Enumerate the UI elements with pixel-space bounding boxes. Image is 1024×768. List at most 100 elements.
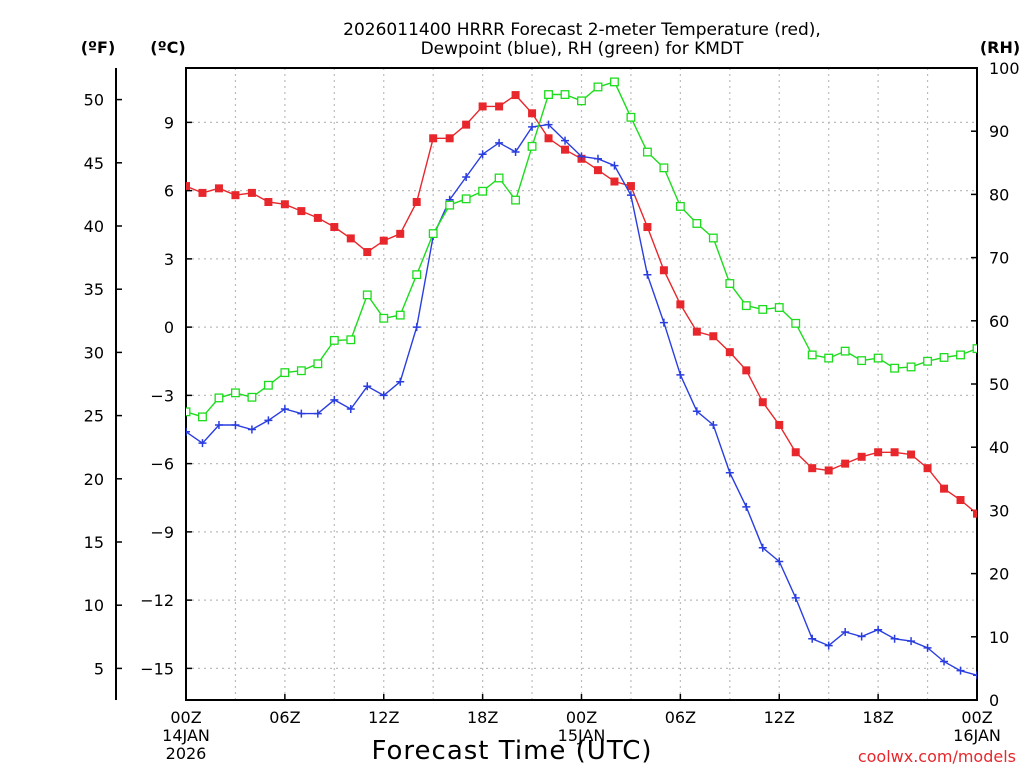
data-point-temperature <box>412 197 421 206</box>
data-point-dewpoint <box>626 191 635 200</box>
data-point-temperature <box>462 120 471 129</box>
data-point-rh <box>395 310 405 320</box>
data-point-temperature <box>725 348 734 357</box>
data-point-dewpoint <box>742 502 751 511</box>
data-point-temperature <box>659 266 668 275</box>
celsius-tick-label: −9 <box>150 523 174 542</box>
data-point-temperature <box>841 459 850 468</box>
fahrenheit-tick-label: 15 <box>84 533 104 552</box>
data-point-temperature <box>610 177 619 186</box>
unit-label-celsius: (ºC) <box>150 38 185 57</box>
data-point-rh <box>626 112 636 122</box>
data-point-rh <box>230 388 240 398</box>
data-point-dewpoint <box>923 643 932 652</box>
data-point-rh <box>972 344 977 354</box>
fahrenheit-tick-label: 35 <box>84 280 104 299</box>
x-axis-label: Forecast Time (UTC) <box>371 736 652 766</box>
data-point-rh <box>840 346 850 356</box>
data-point-dewpoint <box>495 138 504 147</box>
data-point-dewpoint <box>511 147 520 156</box>
data-point-dewpoint <box>297 409 306 418</box>
data-point-temperature <box>890 448 899 457</box>
data-point-rh <box>906 362 916 372</box>
data-point-dewpoint <box>808 634 817 643</box>
data-point-dewpoint <box>791 593 800 602</box>
data-point-dewpoint <box>973 671 977 680</box>
data-point-dewpoint <box>412 323 421 332</box>
data-point-dewpoint <box>396 377 405 386</box>
x-tick-date-label: 14JAN <box>162 726 210 745</box>
data-point-rh <box>741 301 751 311</box>
data-point-dewpoint <box>346 405 355 414</box>
data-point-temperature <box>643 223 652 232</box>
data-point-dewpoint <box>874 625 883 634</box>
data-point-temperature <box>775 420 784 429</box>
data-point-dewpoint <box>313 409 322 418</box>
data-point-temperature <box>186 182 190 191</box>
rh-tick-label: 50 <box>989 375 1009 394</box>
data-point-temperature <box>445 134 454 143</box>
celsius-tick-label: −15 <box>140 659 174 678</box>
data-point-rh <box>560 90 570 99</box>
data-point-temperature <box>297 207 306 216</box>
data-point-rh <box>642 147 652 157</box>
data-point-temperature <box>561 145 570 154</box>
data-point-dewpoint <box>280 405 289 414</box>
data-point-dewpoint <box>956 666 965 675</box>
chart-title-line2: Dewpoint (blue), RH (green) for KMDT <box>421 39 744 59</box>
data-point-temperature <box>379 236 388 245</box>
series-layer <box>186 77 977 680</box>
x-tick-label: 18Z <box>467 708 498 727</box>
fahrenheit-tick-label: 45 <box>84 154 104 173</box>
celsius-tick-label: −3 <box>150 386 174 405</box>
data-point-temperature <box>231 191 240 200</box>
celsius-tick-label: −12 <box>140 591 174 610</box>
data-point-temperature <box>346 234 355 243</box>
data-point-temperature <box>429 134 438 143</box>
data-point-rh <box>329 335 339 345</box>
unit-label-fahrenheit: (ºF) <box>81 38 116 57</box>
x-tick-label: 18Z <box>862 708 893 727</box>
celsius-tick-label: 9 <box>164 113 174 132</box>
data-point-dewpoint <box>528 122 537 131</box>
x-tick-label: 06Z <box>665 708 696 727</box>
data-point-rh <box>511 195 521 205</box>
series-temperature <box>186 91 977 518</box>
data-point-dewpoint <box>907 637 916 646</box>
x-tick-label: 06Z <box>269 708 300 727</box>
fahrenheit-tick-label: 40 <box>84 217 104 236</box>
data-point-temperature <box>198 188 207 197</box>
data-point-rh <box>675 201 685 211</box>
data-point-temperature <box>857 452 866 461</box>
x-tick-date-label: 15JAN <box>558 726 606 745</box>
plot-frame <box>185 67 978 701</box>
data-point-temperature <box>676 300 685 309</box>
data-point-rh <box>610 77 619 87</box>
data-point-dewpoint <box>610 161 619 170</box>
data-point-dewpoint <box>231 420 240 429</box>
data-point-rh <box>186 407 191 417</box>
chart-title-line1: 2026011400 HRRR Forecast 2-meter Tempera… <box>343 20 821 40</box>
data-point-dewpoint <box>462 172 471 181</box>
celsius-tick-label: 3 <box>164 250 174 269</box>
data-point-rh <box>247 392 257 402</box>
data-point-rh <box>774 303 784 312</box>
x-tick-year-label: 2026 <box>166 744 207 763</box>
data-point-temperature <box>247 188 256 197</box>
data-point-dewpoint <box>692 407 701 416</box>
celsius-tick-label: −6 <box>150 455 174 474</box>
data-point-rh <box>478 186 488 196</box>
data-point-dewpoint <box>247 425 256 434</box>
data-point-dewpoint <box>709 420 718 429</box>
data-point-rh <box>791 318 801 328</box>
data-point-rh <box>593 82 603 92</box>
data-point-temperature <box>973 509 977 518</box>
data-point-rh <box>692 219 702 228</box>
data-point-temperature <box>956 496 965 505</box>
data-point-rh <box>198 412 207 422</box>
data-point-temperature <box>495 102 504 111</box>
data-point-temperature <box>742 366 751 375</box>
data-point-temperature <box>330 223 339 232</box>
data-point-rh <box>824 353 834 363</box>
